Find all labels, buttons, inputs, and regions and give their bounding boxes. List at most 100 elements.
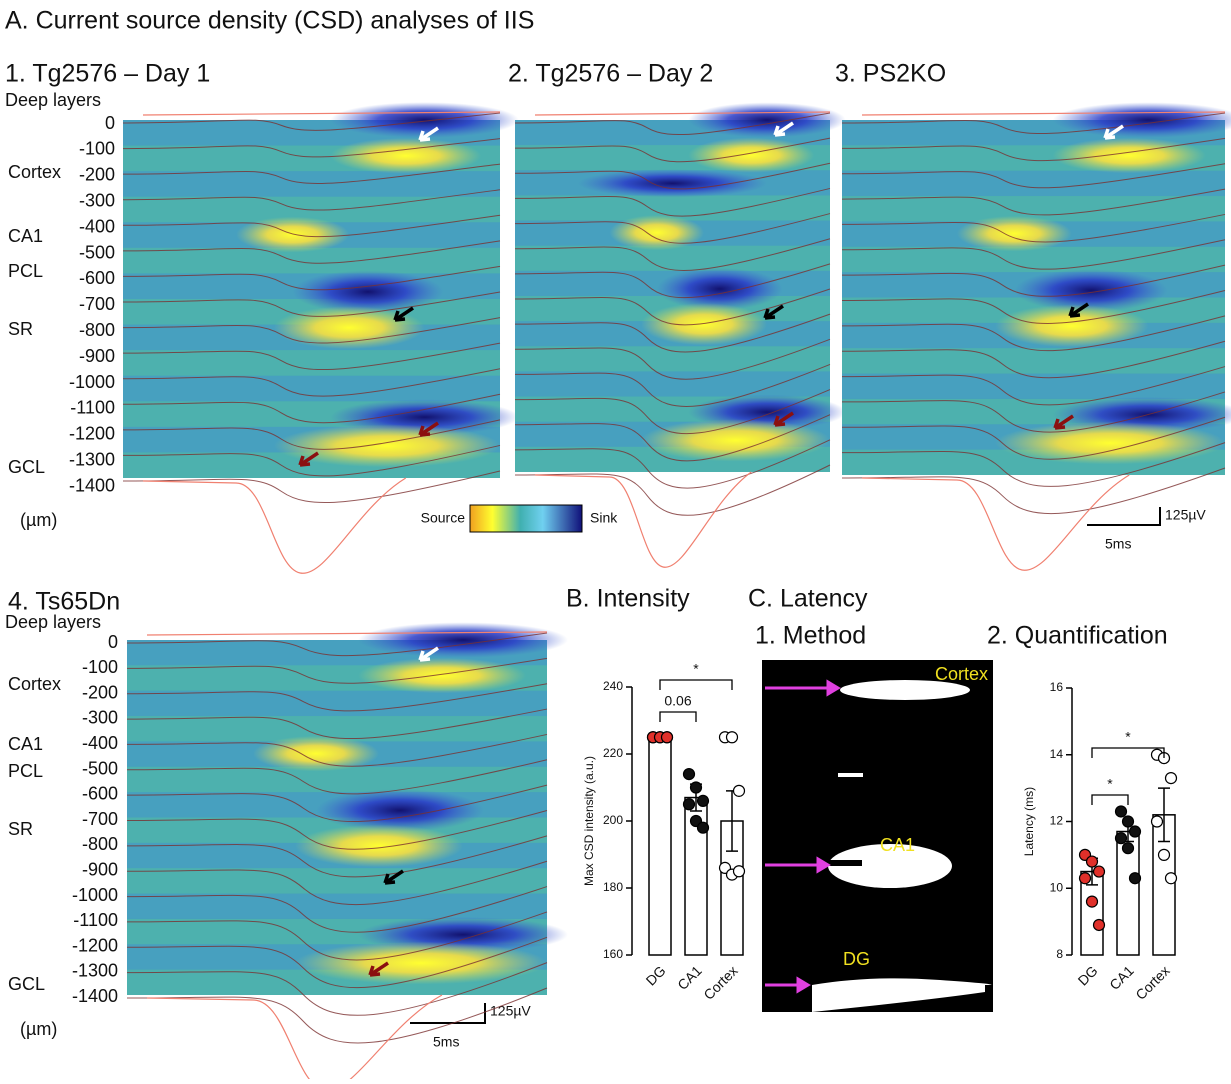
heatmap-blob [656,267,783,311]
heatmap-blob [253,735,379,772]
trace [514,363,831,407]
trace [841,137,1226,162]
trace [841,467,1226,515]
depth-tick-label: -100 [79,139,115,159]
depth-unit: (µm) [20,510,57,530]
trace [514,263,831,299]
panel-title: C. Latency [748,585,868,613]
depth-unit: (µm) [20,1019,57,1039]
layer-label: SR [8,819,33,839]
depth-tick-label: -300 [82,708,118,728]
trace [126,936,548,989]
arrow [418,646,439,662]
trace [122,163,501,184]
layer-label: PCL [8,261,43,281]
x-tick-label: DG [643,962,669,988]
trace [841,391,1226,433]
data-point [682,798,696,811]
heatmap-band [123,375,500,402]
trace [841,366,1226,406]
method-label: Cortex [935,664,988,684]
data-point [1114,832,1128,845]
depth-tick-label: -400 [79,216,115,236]
depth-header: Deep layers [5,90,101,110]
heatmap-blob [273,424,500,468]
trace [126,860,548,906]
heatmap-blob [995,304,1149,348]
trace [126,683,548,712]
trace [841,213,1226,243]
trace [126,886,548,933]
trace [126,987,548,1044]
data-point [725,731,739,744]
y-axis-label: Max CSD intensity (a.u.) [582,756,596,886]
method-label: CA1 [880,835,915,855]
x-tick-label: CA1 [674,962,705,993]
trace [146,631,548,636]
trace [142,111,501,116]
scale-label: 5ms [1105,536,1131,552]
significance-label: * [693,661,699,677]
panel-title: 1. Tg2576 – Day 1 [5,60,210,88]
method-label: DG [843,949,870,969]
heatmap-blob [578,169,767,198]
heatmap-blob [358,622,568,658]
trace [122,419,501,450]
data-point [696,794,710,808]
trace [861,111,1226,116]
y-axis-label: Latency (ms) [1022,787,1036,856]
significance-label: * [1125,729,1131,745]
heatmap-blob [688,102,846,138]
method-image [762,660,993,1012]
depth-tick-label: -500 [82,758,118,778]
heatmap-blob [236,216,350,253]
trace [122,317,501,344]
depth-tick-label: -1300 [72,961,118,981]
arrow [393,306,414,322]
trace [514,137,831,163]
csd-heatmap [514,102,846,568]
arrow [1103,124,1124,140]
significance-bracket [1091,747,1165,758]
panel-title: 2. Tg2576 – Day 2 [508,60,713,88]
heatmap-band [842,373,1225,399]
layer-label: PCL [8,761,43,781]
depth-tick-label: -1100 [70,398,115,418]
depth-tick-label: -600 [82,784,118,804]
trace [841,315,1226,352]
y-tick-label: 12 [1050,814,1064,828]
data-point [732,784,746,797]
layer-label: GCL [8,457,45,477]
trace [122,240,501,264]
scale-bar [1087,507,1161,526]
colorbar [469,504,583,533]
depth-tick-label: -1100 [73,910,118,930]
data-point [1150,815,1164,828]
data-point [1121,815,1135,828]
heatmap-band [127,766,547,793]
layer-label: Cortex [8,162,61,182]
depth-tick-label: -100 [82,657,118,677]
layer-label: Cortex [8,674,61,694]
trace [122,368,501,397]
depth-tick-label: 0 [105,113,115,133]
y-tick-label: 240 [603,679,623,693]
scale-label: 125µV [490,1003,531,1019]
arrow [773,411,794,427]
trace [126,810,548,850]
data-point [1085,895,1099,908]
depth-tick-label: -900 [79,346,115,366]
depth-header: Deep layers [5,612,101,632]
data-point [1121,842,1135,855]
depth-tick-label: -200 [82,682,118,702]
depth-tick-label: -400 [82,733,118,753]
heatmap-band [123,247,500,274]
layer-label: GCL [8,974,45,994]
depth-tick-label: -700 [82,809,118,829]
heatmap-blob [295,824,463,868]
x-tick-label: Cortex [700,962,740,1002]
heatmap-band [515,346,830,372]
data-point [1092,865,1106,878]
depth-tick-label: -1000 [72,885,118,905]
y-tick-label: 220 [603,746,623,760]
